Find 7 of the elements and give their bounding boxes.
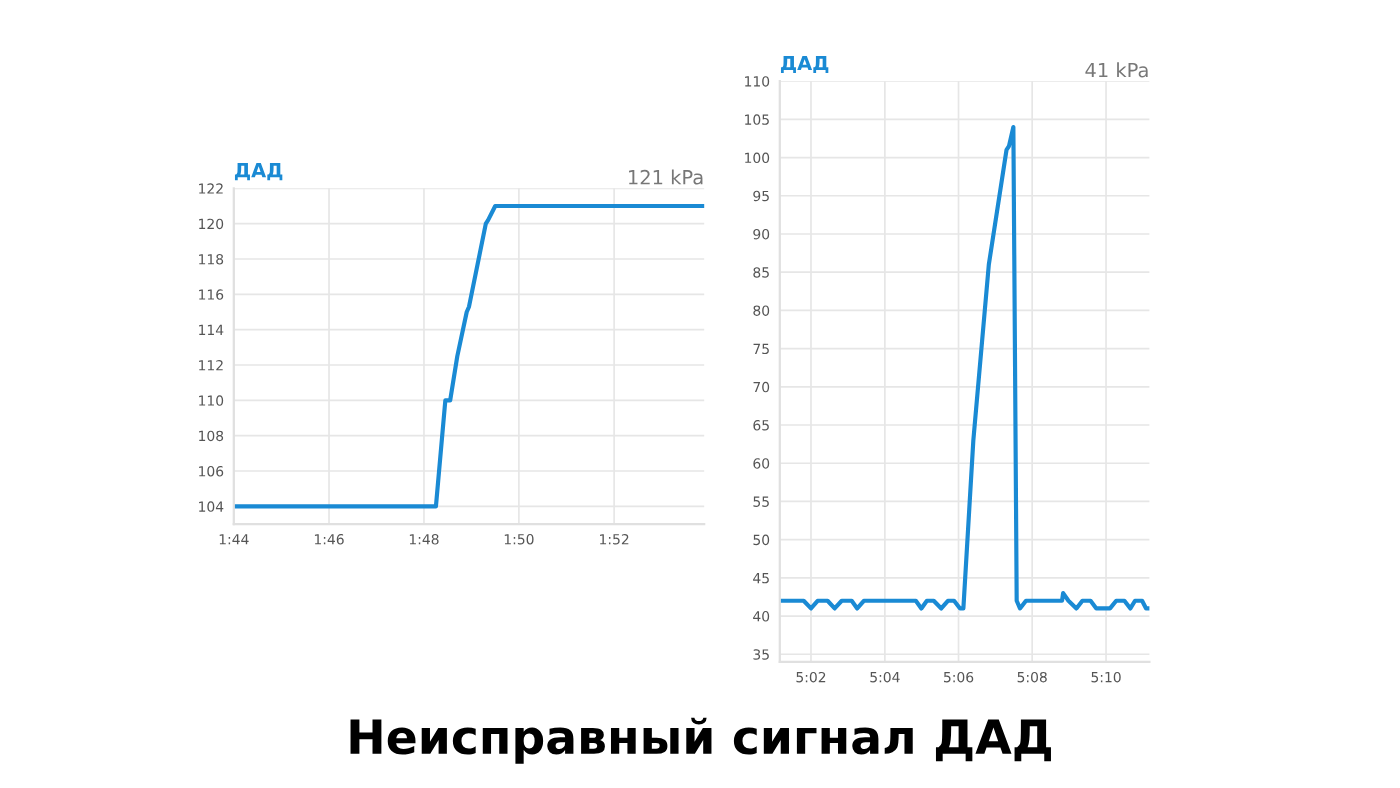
line-series [233, 203, 705, 509]
text: 121 kPa [629, 169, 703, 185]
text: Неисправный сигнал ДАД [350, 717, 1051, 764]
chart-title: ДАД [780, 55, 829, 74]
chart-title: ДАД [234, 163, 283, 181]
text: 41 kPa [1085, 62, 1148, 78]
line-series [779, 124, 1150, 611]
